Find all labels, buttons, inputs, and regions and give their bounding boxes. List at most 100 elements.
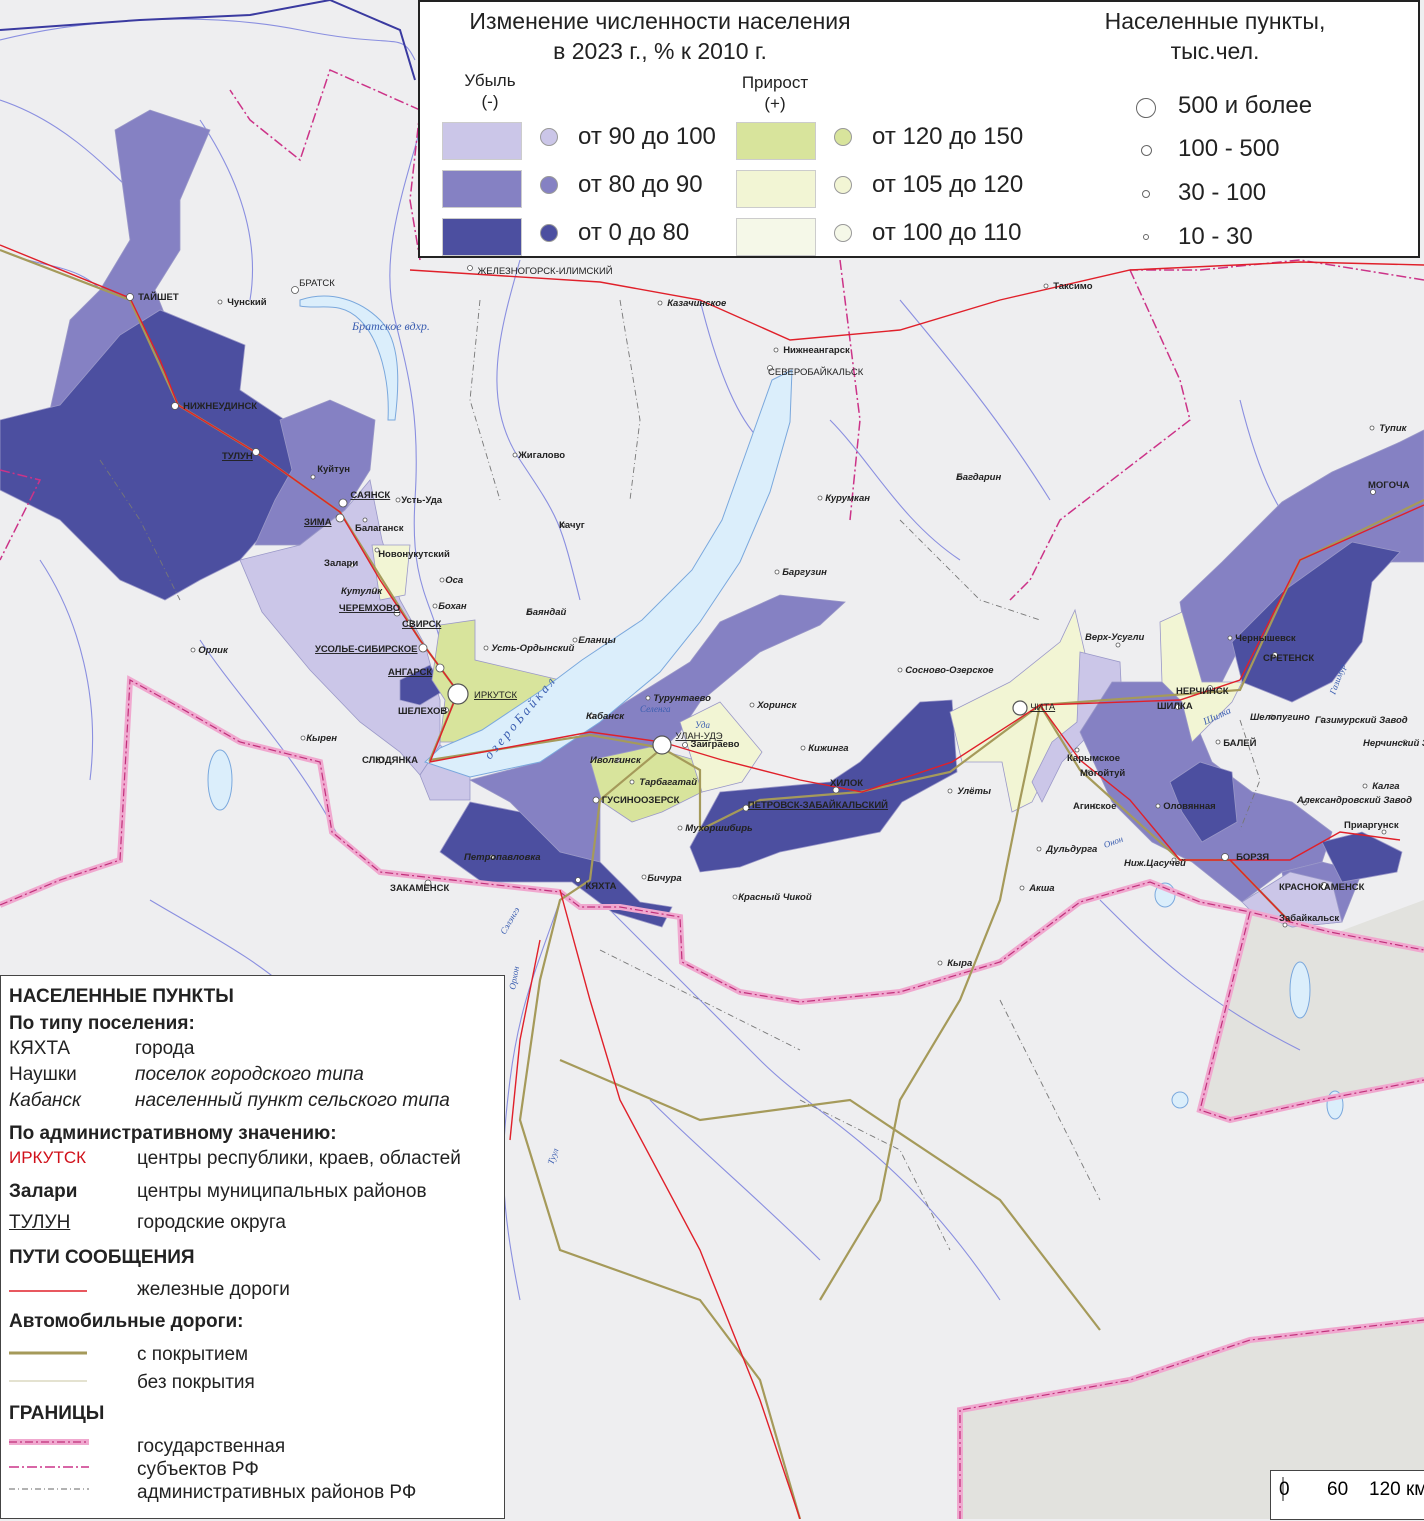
- settlement[interactable]: Жигалово: [513, 450, 565, 461]
- settlement-label: Тарбагатай: [639, 777, 697, 788]
- size-label: 10 - 30: [1178, 223, 1253, 251]
- settlement-marker-icon: [1363, 784, 1367, 788]
- settlement-marker-icon: [733, 895, 737, 899]
- settlement-label: НЕРЧИНСК: [1176, 686, 1229, 697]
- settlement[interactable]: Дульдурга: [1037, 844, 1097, 855]
- settlement[interactable]: КРАСНОКАМЕНСК: [1279, 882, 1365, 893]
- settlement[interactable]: Тарбагатай: [630, 777, 697, 788]
- loss-label-sign: (-): [450, 91, 530, 112]
- settlement[interactable]: УСОЛЬЕ-СИБИРСКОЕ: [315, 644, 427, 655]
- settlement-marker-icon: [436, 664, 444, 672]
- settlement-marker-icon: [1037, 847, 1041, 851]
- settlement[interactable]: Баргузин: [775, 567, 827, 578]
- settlement[interactable]: Кабанск: [586, 711, 625, 722]
- line-symbols: [9, 1281, 89, 1401]
- settlement-label: НИЖНЕУДИНСК: [183, 401, 257, 412]
- water-label: Братское вдхр.: [351, 319, 430, 333]
- settlement[interactable]: СРЕТЕНСК: [1263, 653, 1314, 665]
- settlement[interactable]: Багдарин: [956, 472, 1001, 483]
- settlement[interactable]: Шелопугино: [1250, 712, 1310, 723]
- settlement[interactable]: ЧИТА: [1013, 701, 1056, 715]
- settlement[interactable]: СВИРСК: [402, 619, 442, 630]
- settlement[interactable]: Нерчинский Завод: [1363, 738, 1424, 749]
- settlement[interactable]: ПЕТРОВСК-ЗАБАЙКАЛЬСКИЙ: [743, 799, 888, 811]
- settlement-label: Забайкальск: [1279, 913, 1339, 924]
- settlement[interactable]: Мухоршибирь: [678, 823, 753, 834]
- settlement[interactable]: Ниж.Цасучей: [1124, 858, 1186, 869]
- settlement[interactable]: Кутулик: [341, 586, 383, 597]
- settlement[interactable]: Баяндай: [526, 607, 566, 618]
- settlement-label: СВИРСК: [402, 619, 442, 630]
- settlement[interactable]: ЖЕЛЕЗНОГОРСК-ИЛИМСКИЙ: [468, 265, 613, 277]
- settlement-label: Кыра: [947, 958, 972, 969]
- settlement[interactable]: Еланцы: [573, 635, 616, 646]
- settlement[interactable]: Хоринск: [750, 700, 798, 711]
- legend-conventions: НАСЕЛЕННЫЕ ПУНКТЫ По типу поселения: КЯХ…: [0, 975, 505, 1519]
- settlement-label: Сосново-Озерское: [905, 665, 994, 676]
- settlement[interactable]: Агинское: [1073, 801, 1116, 812]
- settlement[interactable]: Нижнеангарск: [774, 345, 850, 356]
- legend-key-city: КЯХТА: [9, 1038, 70, 1060]
- settlement[interactable]: СЛЮДЯНКА: [362, 755, 418, 766]
- settlement[interactable]: Казачинское: [658, 298, 727, 309]
- settlement-label: ЖЕЛЕЗНОГОРСК-ИЛИМСКИЙ: [478, 265, 613, 277]
- settlement[interactable]: Качуг: [559, 520, 585, 531]
- legend-value: без покрытия: [137, 1372, 255, 1394]
- settlement-label: Кижинга: [808, 743, 848, 754]
- settlement-label: МОГОЧА: [1368, 480, 1410, 491]
- settlement-label: УСОЛЬЕ-СИБИРСКОЕ: [315, 644, 418, 655]
- settlement[interactable]: ШЕЛЕХОВ: [398, 706, 449, 717]
- settlement[interactable]: Новонукутский: [375, 548, 450, 560]
- settlement-label: Жигалово: [517, 450, 565, 461]
- settlement[interactable]: ШИЛКА: [1157, 701, 1193, 712]
- settlement-label: Ниж.Цасучей: [1124, 858, 1186, 869]
- settlement-marker-icon: [396, 498, 400, 502]
- settlement[interactable]: Александровский Завод: [1296, 795, 1412, 806]
- settlement[interactable]: Газимурский Завод: [1315, 715, 1408, 726]
- settlement[interactable]: Чернышевск: [1228, 633, 1296, 644]
- legend-dot-icon: [540, 128, 558, 146]
- settlement-label: Могойтуй: [1080, 768, 1125, 779]
- settlement-label: Оса: [445, 575, 463, 586]
- settlement-label: Дульдурга: [1045, 844, 1097, 855]
- legend-dot-icon: [540, 176, 558, 194]
- legend-key-regional: ИРКУТСК: [9, 1148, 86, 1168]
- settlement[interactable]: Петропавловка: [464, 852, 541, 863]
- settlement-label: СЕВЕРОБАЙКАЛЬСК: [768, 366, 864, 378]
- settlement[interactable]: Красный Чикой: [733, 892, 812, 903]
- legend-class-label: от 100 до 110: [872, 219, 1021, 247]
- size-label: 30 - 100: [1178, 179, 1266, 207]
- settlement[interactable]: Кижинга: [801, 743, 849, 754]
- settlement[interactable]: СЕВЕРОБАЙКАЛЬСК: [768, 366, 864, 379]
- legend-value: центры республики, краев, областей: [137, 1148, 461, 1170]
- settlement[interactable]: Турунтаево: [646, 693, 711, 704]
- settlement[interactable]: Оловянная: [1156, 801, 1216, 812]
- settlement-marker-icon: [336, 514, 344, 522]
- settlement-marker-icon: [818, 496, 822, 500]
- settlement[interactable]: Иволгинск: [590, 755, 642, 766]
- settlement[interactable]: Сосново-Озерское: [898, 665, 994, 676]
- settlement-label: ПЕТРОВСК-ЗАБАЙКАЛЬСКИЙ: [748, 799, 888, 811]
- settlement[interactable]: ЗАКАМЕНСК: [390, 880, 449, 894]
- settlement-marker-icon: [484, 646, 488, 650]
- settlement[interactable]: ГУСИНООЗЕРСК: [593, 795, 680, 806]
- settlement[interactable]: Бичура: [642, 873, 682, 884]
- settlement-marker-icon: [658, 301, 662, 305]
- settlement[interactable]: Могойтуй: [1080, 768, 1125, 779]
- settlement[interactable]: Кырен: [301, 733, 337, 744]
- settlement[interactable]: Залари: [324, 558, 358, 569]
- settlement[interactable]: НЕРЧИНСК: [1176, 686, 1229, 698]
- settlement-marker-icon: [750, 703, 754, 707]
- settlement[interactable]: Курумкан: [818, 493, 870, 504]
- settlement[interactable]: Заиграево: [683, 739, 740, 750]
- settlement[interactable]: НИЖНЕУДИНСК: [172, 401, 258, 412]
- legend-swatch: [442, 170, 522, 208]
- settlement[interactable]: Усть-Ордынский: [484, 643, 575, 654]
- settlement[interactable]: Бохан: [433, 601, 467, 612]
- settlements-title-line: тыс.чел.: [1060, 36, 1370, 66]
- settlement-marker-icon: [1020, 886, 1024, 890]
- settlement-marker-icon: [191, 648, 195, 652]
- settlement-label: Турунтаево: [653, 693, 711, 704]
- settlement[interactable]: Усть-Уда: [396, 495, 443, 506]
- settlement-label: Кабанск: [586, 711, 625, 722]
